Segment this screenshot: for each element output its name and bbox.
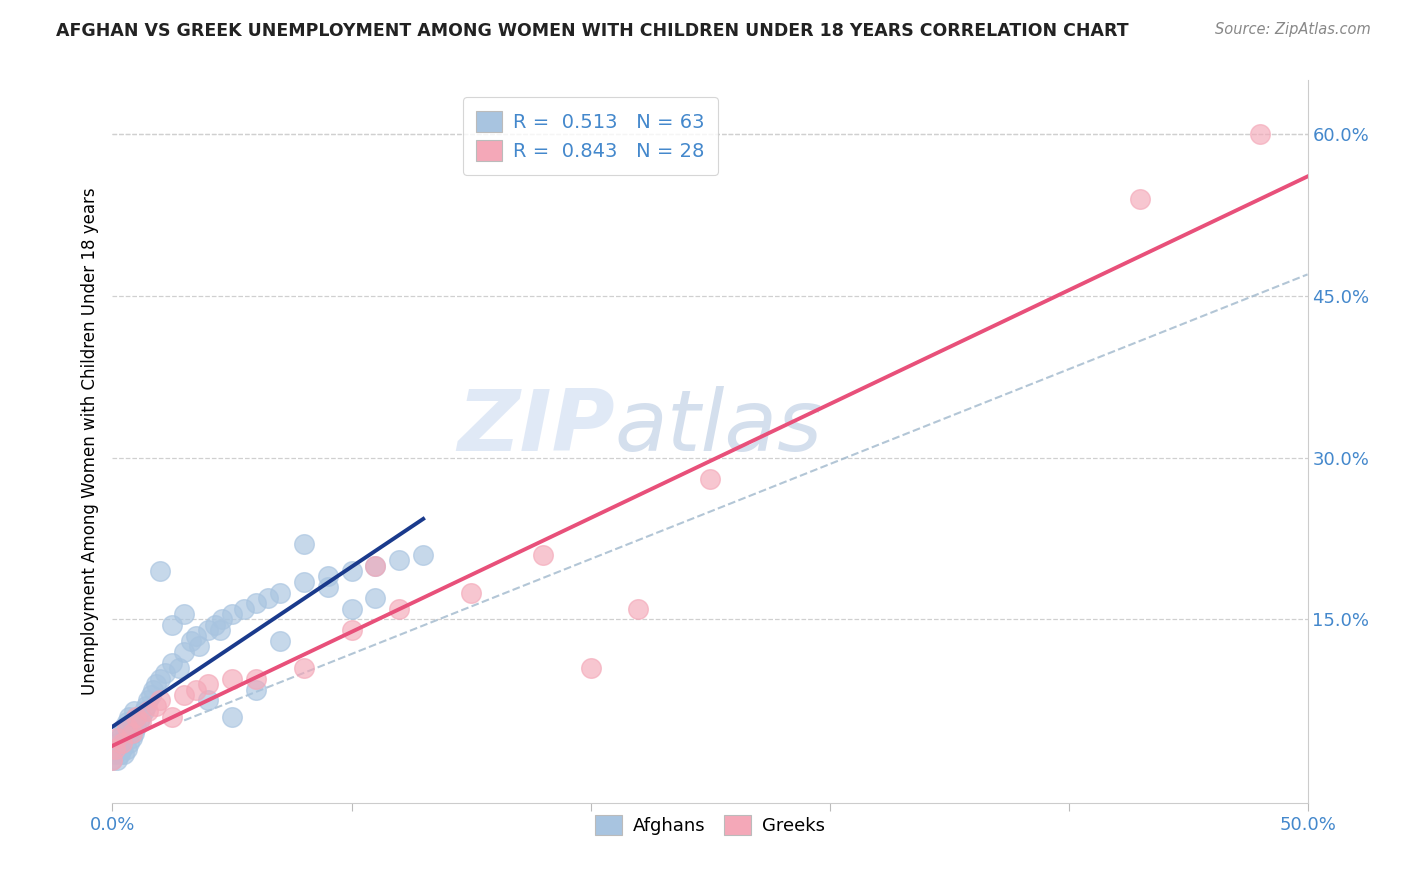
Point: [197, 624, 219, 638]
Point: [1129, 192, 1152, 206]
Point: [340, 564, 363, 578]
Point: [197, 693, 219, 707]
Point: [245, 596, 267, 610]
Text: ZIP: ZIP: [457, 385, 614, 468]
Point: [340, 624, 363, 638]
Point: [257, 591, 280, 605]
Point: [145, 677, 167, 691]
Point: [1249, 127, 1271, 141]
Point: [269, 585, 291, 599]
Point: [186, 682, 208, 697]
Point: [128, 714, 150, 729]
Legend: Afghans, Greeks: Afghans, Greeks: [586, 806, 834, 845]
Point: [221, 607, 243, 621]
Point: [187, 640, 209, 654]
Point: [129, 714, 152, 729]
Point: [197, 677, 219, 691]
Point: [149, 564, 172, 578]
Point: [114, 720, 135, 734]
Point: [579, 661, 602, 675]
Point: [364, 591, 387, 605]
Point: [114, 747, 135, 762]
Point: [121, 725, 143, 739]
Point: [142, 682, 165, 697]
Point: [186, 629, 208, 643]
Point: [138, 693, 160, 707]
Point: [135, 698, 157, 713]
Point: [388, 553, 411, 567]
Point: [145, 698, 167, 713]
Point: [105, 731, 128, 745]
Point: [292, 661, 315, 675]
Point: [111, 725, 134, 739]
Point: [138, 704, 160, 718]
Text: atlas: atlas: [614, 385, 823, 468]
Point: [204, 618, 226, 632]
Point: [221, 672, 243, 686]
Point: [121, 731, 143, 745]
Point: [173, 688, 195, 702]
Point: [108, 731, 131, 745]
Point: [460, 585, 482, 599]
Point: [233, 601, 256, 615]
Point: [122, 725, 145, 739]
Text: Source: ZipAtlas.com: Source: ZipAtlas.com: [1215, 22, 1371, 37]
Point: [104, 747, 127, 762]
Point: [149, 672, 172, 686]
Point: [412, 548, 434, 562]
Point: [132, 704, 155, 718]
Text: AFGHAN VS GREEK UNEMPLOYMENT AMONG WOMEN WITH CHILDREN UNDER 18 YEARS CORRELATIO: AFGHAN VS GREEK UNEMPLOYMENT AMONG WOMEN…: [56, 22, 1129, 40]
Point: [153, 666, 176, 681]
Point: [316, 580, 339, 594]
Point: [104, 742, 127, 756]
Point: [105, 737, 128, 751]
Point: [115, 720, 138, 734]
Point: [180, 634, 202, 648]
Point: [118, 709, 141, 723]
Point: [169, 661, 191, 675]
Point: [292, 537, 315, 551]
Point: [221, 709, 243, 723]
Point: [340, 601, 363, 615]
Point: [316, 569, 339, 583]
Point: [269, 634, 291, 648]
Point: [115, 714, 138, 729]
Point: [292, 574, 315, 589]
Point: [162, 618, 183, 632]
Point: [111, 737, 134, 751]
Point: [388, 601, 411, 615]
Point: [125, 709, 148, 723]
Point: [121, 714, 143, 729]
Point: [122, 704, 145, 718]
Point: [245, 672, 267, 686]
Point: [364, 558, 387, 573]
Point: [105, 753, 128, 767]
Point: [139, 688, 162, 702]
Point: [627, 601, 650, 615]
Point: [104, 742, 127, 756]
Point: [108, 747, 131, 762]
Point: [115, 742, 138, 756]
Point: [129, 709, 152, 723]
Point: [101, 753, 124, 767]
Point: [173, 607, 195, 621]
Point: [101, 753, 124, 767]
Point: [245, 682, 267, 697]
Point: [173, 645, 195, 659]
Point: [149, 693, 172, 707]
Point: [364, 558, 387, 573]
Point: [699, 472, 721, 486]
Point: [531, 548, 554, 562]
Point: [162, 709, 183, 723]
Point: [162, 656, 183, 670]
Point: [125, 709, 148, 723]
Point: [111, 742, 134, 756]
Y-axis label: Unemployment Among Women with Children Under 18 years: Unemployment Among Women with Children U…: [80, 187, 98, 696]
Point: [125, 720, 148, 734]
Point: [118, 737, 141, 751]
Point: [211, 612, 233, 626]
Point: [209, 624, 232, 638]
